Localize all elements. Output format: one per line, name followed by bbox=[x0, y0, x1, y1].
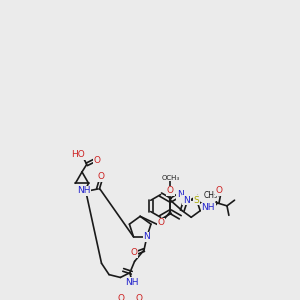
Text: N: N bbox=[177, 190, 184, 199]
Text: CH₃: CH₃ bbox=[203, 191, 218, 200]
Text: OCH₃: OCH₃ bbox=[161, 175, 179, 181]
Text: O: O bbox=[118, 294, 125, 300]
Text: O: O bbox=[136, 294, 143, 300]
Text: O: O bbox=[216, 186, 223, 195]
Text: O: O bbox=[130, 248, 137, 257]
Text: HO: HO bbox=[71, 150, 85, 159]
Text: NH: NH bbox=[201, 203, 215, 212]
Text: O: O bbox=[94, 156, 100, 165]
Text: N: N bbox=[143, 232, 150, 241]
Text: O: O bbox=[167, 186, 174, 195]
Text: N: N bbox=[183, 196, 190, 205]
Text: NH: NH bbox=[125, 278, 139, 287]
Text: O: O bbox=[158, 218, 164, 227]
Text: S: S bbox=[194, 196, 200, 205]
Text: O: O bbox=[97, 172, 104, 181]
Text: NH: NH bbox=[77, 186, 91, 195]
